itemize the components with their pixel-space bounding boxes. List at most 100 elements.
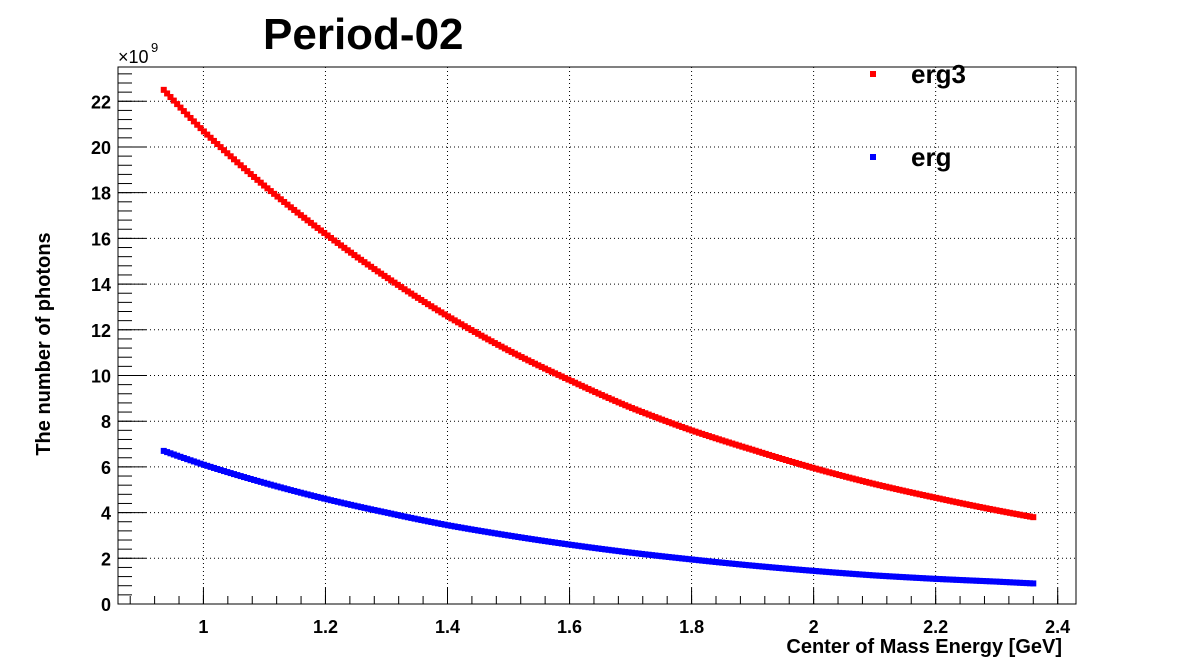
data-point-erg3 <box>943 497 950 504</box>
data-point-erg <box>441 521 448 528</box>
data-point-erg3 <box>655 415 662 422</box>
y-tick-label: 18 <box>91 184 111 204</box>
data-point-erg <box>548 539 555 546</box>
data-point-erg3 <box>645 411 652 418</box>
data-point-erg3 <box>889 485 896 492</box>
data-point-erg3 <box>856 477 863 484</box>
y-tick-label: 2 <box>101 549 111 569</box>
data-point-erg <box>307 492 314 499</box>
data-point-erg3 <box>217 144 224 151</box>
data-point-erg <box>374 507 381 514</box>
data-point-erg <box>294 488 301 495</box>
data-point-erg <box>284 486 291 493</box>
data-point-erg <box>1023 580 1030 587</box>
data-point-erg3 <box>271 190 278 197</box>
data-point-erg3 <box>274 193 281 200</box>
data-point-erg <box>903 574 910 581</box>
data-point-erg <box>1006 579 1013 586</box>
data-point-erg <box>338 499 345 506</box>
data-point-erg3 <box>675 422 682 429</box>
data-point-erg <box>685 556 692 563</box>
data-point-erg <box>645 551 652 558</box>
data-point-erg3 <box>812 465 819 472</box>
data-point-erg3 <box>214 141 221 148</box>
series-layer <box>160 86 1037 587</box>
data-point-erg <box>598 545 605 552</box>
legend-label-erg: erg <box>911 142 951 172</box>
data-point-erg3 <box>672 421 679 428</box>
data-point-erg3 <box>424 301 431 308</box>
data-point-erg <box>227 470 234 477</box>
data-point-erg <box>521 535 528 542</box>
data-point-erg3 <box>458 321 465 328</box>
data-point-erg <box>709 558 716 565</box>
data-point-erg3 <box>495 341 502 348</box>
data-point-erg3 <box>752 447 759 454</box>
data-point-erg3 <box>896 486 903 493</box>
data-point-erg3 <box>916 491 923 498</box>
data-point-erg <box>806 567 813 574</box>
data-point-erg <box>428 519 435 526</box>
data-point-erg3 <box>836 472 843 479</box>
data-point-erg3 <box>257 179 264 186</box>
data-point-erg3 <box>378 270 385 277</box>
data-point-erg3 <box>618 400 625 407</box>
data-point-erg3 <box>946 497 953 504</box>
data-point-erg <box>712 558 719 565</box>
data-point-erg3 <box>786 457 793 464</box>
data-point-erg <box>167 450 174 457</box>
data-point-erg <box>164 449 171 456</box>
y-tick-label: 0 <box>101 595 111 615</box>
x-axis-title: Center of Mass Energy [GeV] <box>786 636 1062 658</box>
data-point-erg3 <box>993 507 1000 514</box>
y-tick-label: 4 <box>101 504 111 524</box>
data-point-erg3 <box>568 378 575 385</box>
data-point-erg <box>555 540 562 547</box>
data-point-erg <box>438 520 445 527</box>
data-point-erg <box>792 566 799 573</box>
data-point-erg <box>378 508 385 515</box>
data-point-erg3 <box>538 363 545 370</box>
data-point-erg <box>210 464 217 471</box>
data-point-erg3 <box>913 490 920 497</box>
data-point-erg <box>608 547 615 554</box>
data-point-erg <box>217 467 224 474</box>
data-point-erg3 <box>548 368 555 375</box>
data-point-erg <box>843 570 850 577</box>
data-point-erg3 <box>381 272 388 279</box>
data-point-erg3 <box>1020 512 1027 519</box>
data-point-erg <box>649 552 656 559</box>
data-point-erg3 <box>936 495 943 502</box>
data-point-erg <box>271 482 278 489</box>
data-point-erg <box>251 476 258 483</box>
data-point-erg <box>976 577 983 584</box>
data-point-erg3 <box>508 348 515 355</box>
data-point-erg <box>592 545 599 552</box>
y-tick-label: 14 <box>91 275 111 295</box>
data-point-erg3 <box>883 483 890 490</box>
data-point-erg3 <box>254 176 261 183</box>
data-point-erg <box>853 571 860 578</box>
legend-marker-erg <box>870 154 876 160</box>
data-point-erg <box>394 512 401 519</box>
data-point-erg3 <box>234 159 241 166</box>
data-point-erg3 <box>1026 513 1033 520</box>
data-point-erg <box>809 567 816 574</box>
data-point-erg3 <box>735 442 742 449</box>
data-point-erg3 <box>317 227 324 234</box>
data-point-erg3 <box>859 478 866 485</box>
data-point-erg3 <box>428 303 435 310</box>
data-point-erg <box>184 456 191 463</box>
data-point-erg <box>669 554 676 561</box>
data-point-erg <box>498 531 505 538</box>
data-point-erg <box>421 517 428 524</box>
data-point-erg <box>936 576 943 583</box>
data-point-erg3 <box>287 204 294 211</box>
data-point-erg3 <box>515 352 522 359</box>
data-point-erg <box>572 542 579 549</box>
data-point-erg <box>796 566 803 573</box>
data-point-erg <box>923 575 930 582</box>
data-point-erg3 <box>759 449 766 456</box>
data-point-erg3 <box>565 376 572 383</box>
data-point-erg <box>990 578 997 585</box>
